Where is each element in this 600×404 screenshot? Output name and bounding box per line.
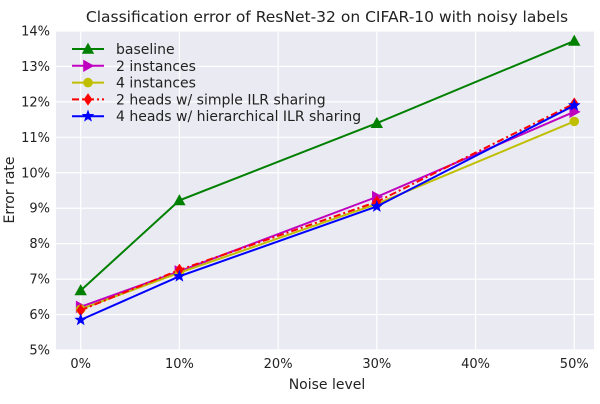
data-point — [74, 313, 87, 326]
data-point — [370, 116, 384, 128]
y-tick-label: 11% — [21, 131, 50, 146]
series-baseline — [74, 34, 581, 296]
series-line — [80, 104, 575, 321]
legend-item: baseline — [72, 42, 175, 58]
legend-label: 4 instances — [116, 76, 196, 92]
series-4-heads-w-hierarchical-ilr-sharing — [74, 98, 581, 326]
legend-item: 4 instances — [72, 76, 196, 92]
series-line — [80, 40, 575, 292]
x-tick-label: 20% — [264, 357, 293, 372]
y-tick-label: 13% — [21, 60, 50, 75]
series-line — [80, 120, 575, 311]
y-tick-label: 12% — [21, 95, 50, 110]
data-point — [567, 98, 581, 111]
data-point — [569, 116, 580, 127]
legend-label: 2 heads w/ simple ILR sharing — [116, 92, 326, 108]
x-tick-label: 40% — [461, 357, 490, 372]
y-tick-label: 5% — [29, 344, 50, 359]
x-axis-label: Noise level — [289, 377, 366, 393]
legend-marker — [83, 77, 93, 88]
plot-area — [56, 31, 594, 350]
legend-label: 2 instances — [116, 59, 196, 75]
y-tick-label: 10% — [21, 166, 50, 181]
y-tick-label: 7% — [29, 273, 50, 288]
data-point — [568, 34, 581, 46]
legend-item: 4 heads w/ hierarchical ILR sharing — [72, 109, 361, 125]
legend-marker — [83, 93, 93, 106]
grid-lines — [56, 30, 594, 351]
data-point — [173, 194, 186, 206]
axis-ticks: 0% 10% 20% 30% 40% 50% 5% 6% 7% 8% 9% 10% 11% 12% 13% 1… — [21, 25, 589, 373]
legend-item: 2 heads w/ simple ILR sharing — [72, 92, 326, 108]
y-axis-label: Error rate — [2, 156, 18, 223]
series-line — [80, 110, 575, 308]
y-tick-label: 9% — [29, 202, 50, 217]
series-line — [80, 102, 575, 312]
legend-marker — [83, 59, 95, 72]
legend-item: 2 instances — [72, 59, 196, 75]
x-tick-label: 0% — [70, 357, 91, 372]
data-point — [74, 284, 87, 296]
x-tick-label: 10% — [165, 357, 194, 372]
data-point — [173, 269, 186, 282]
x-tick-label: 30% — [362, 357, 391, 372]
legend-label: baseline — [116, 42, 175, 58]
legend-marker — [81, 42, 95, 54]
series-group — [74, 34, 581, 326]
legend-label: 4 heads w/ hierarchical ILR sharing — [116, 109, 361, 125]
chart-title: Classification error of ResNet-32 on CIF… — [86, 8, 568, 26]
x-tick-label: 50% — [560, 357, 589, 372]
y-tick-label: 6% — [29, 308, 50, 323]
data-point — [370, 199, 384, 212]
legend-marker — [81, 109, 95, 122]
y-tick-label: 8% — [29, 237, 50, 252]
y-tick-label: 14% — [21, 25, 50, 40]
